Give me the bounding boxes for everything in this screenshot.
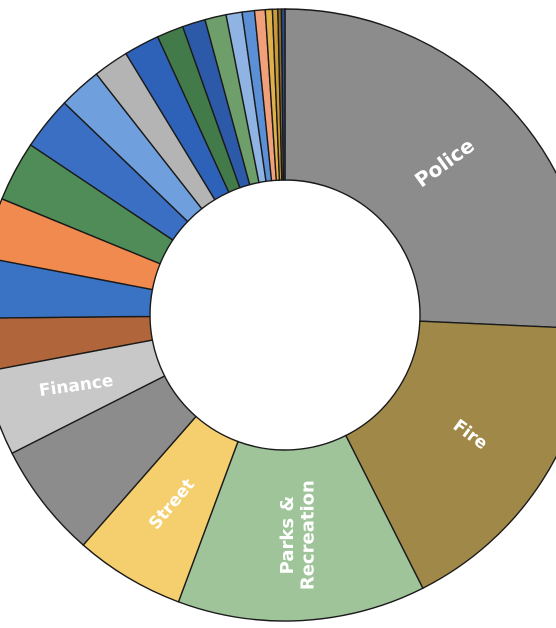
slice-label: Parks &Recreation xyxy=(276,480,318,590)
donut-slice xyxy=(0,339,166,455)
donut-slice xyxy=(280,8,286,181)
donut-slice xyxy=(344,320,556,590)
slice-group xyxy=(0,8,556,622)
donut-slice xyxy=(284,8,556,329)
donut-slice xyxy=(177,434,424,622)
